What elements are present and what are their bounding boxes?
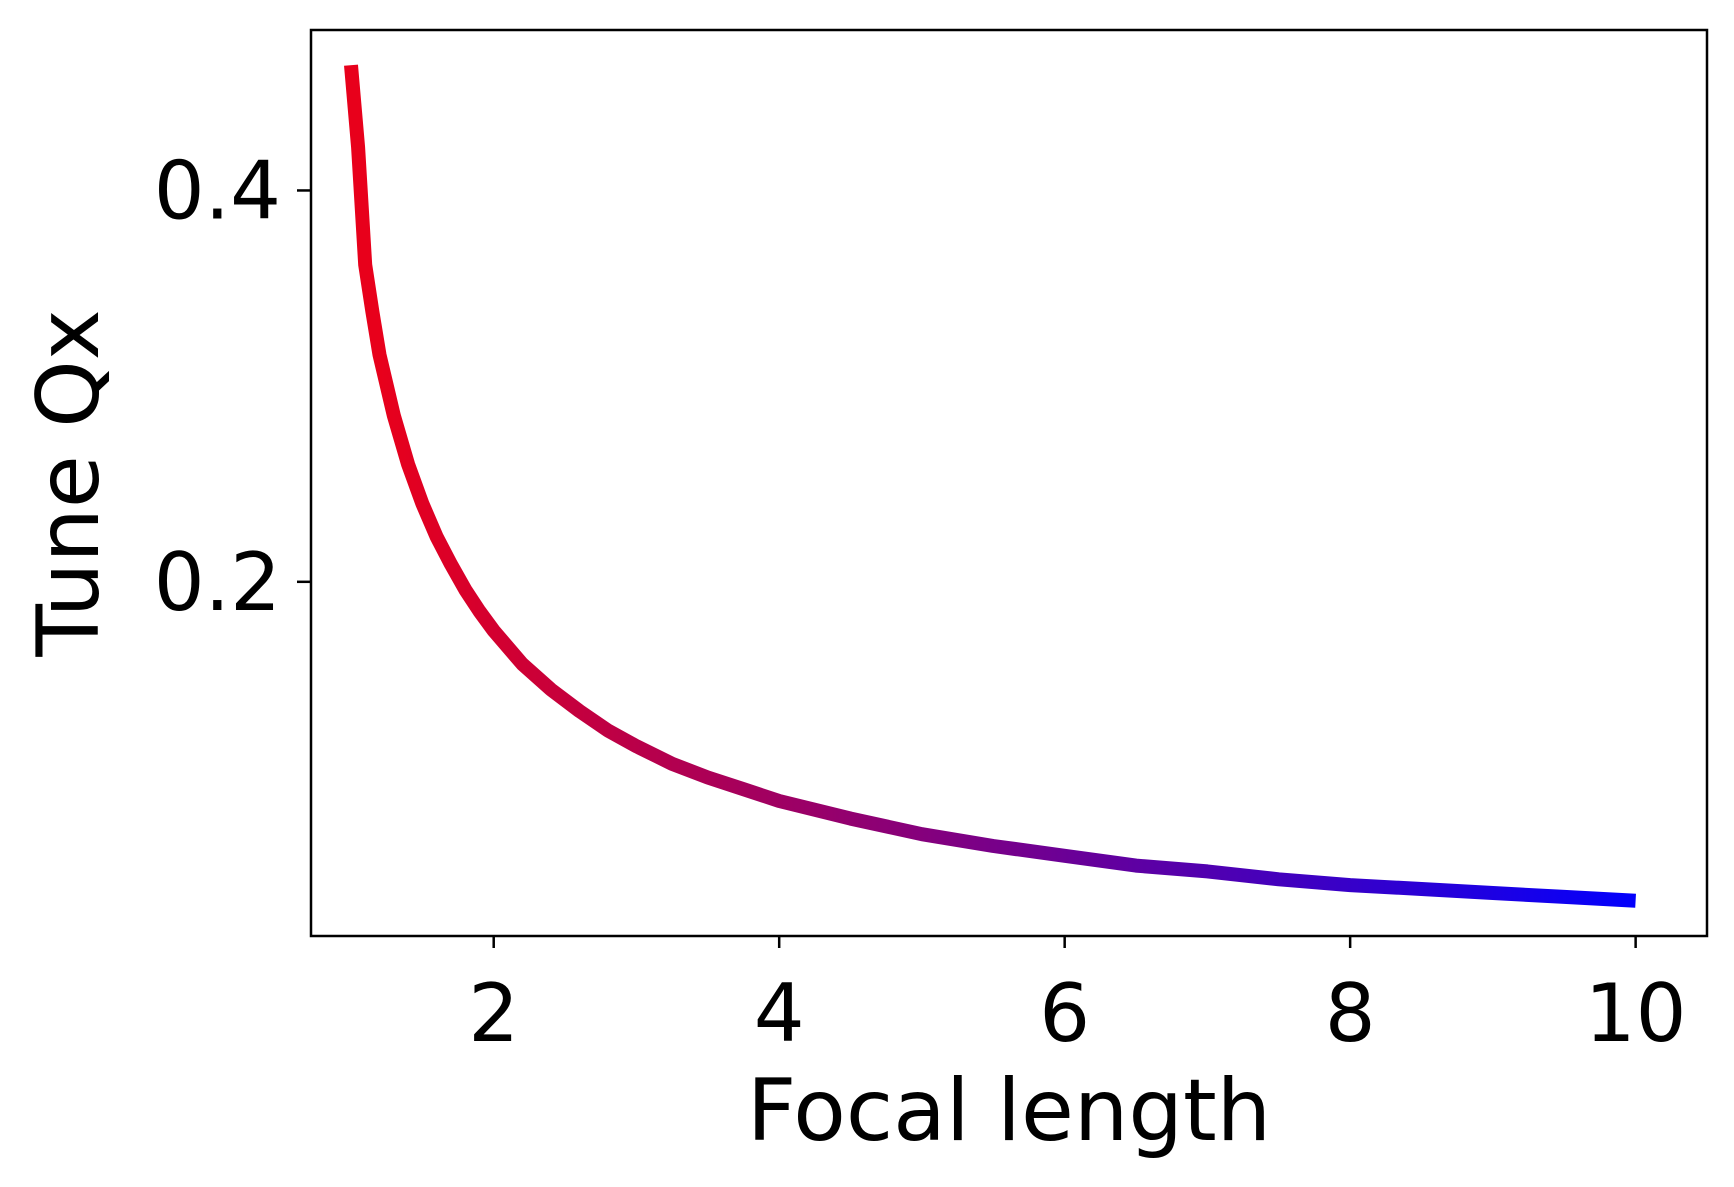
x-axis-label: Focal length	[747, 1061, 1271, 1161]
series-layer	[344, 64, 1636, 908]
x-tick-label: 8	[1325, 967, 1376, 1060]
y-tick-label: 0.2	[154, 536, 281, 629]
series-line-0	[344, 64, 1636, 908]
x-tick-label: 6	[1039, 967, 1090, 1060]
y-axis: 0.2 0.4	[154, 144, 311, 629]
y-tick-label: 0.4	[154, 144, 281, 237]
x-axis: 2 4 6 8 10	[468, 936, 1687, 1060]
x-tick-label: 4	[754, 967, 805, 1060]
y-axis-label: Tune Qx	[19, 309, 119, 657]
x-tick-label: 10	[1585, 967, 1687, 1060]
plot-area	[311, 30, 1707, 936]
plot-frame	[309, 28, 1709, 938]
x-tick-label: 2	[468, 967, 519, 1060]
